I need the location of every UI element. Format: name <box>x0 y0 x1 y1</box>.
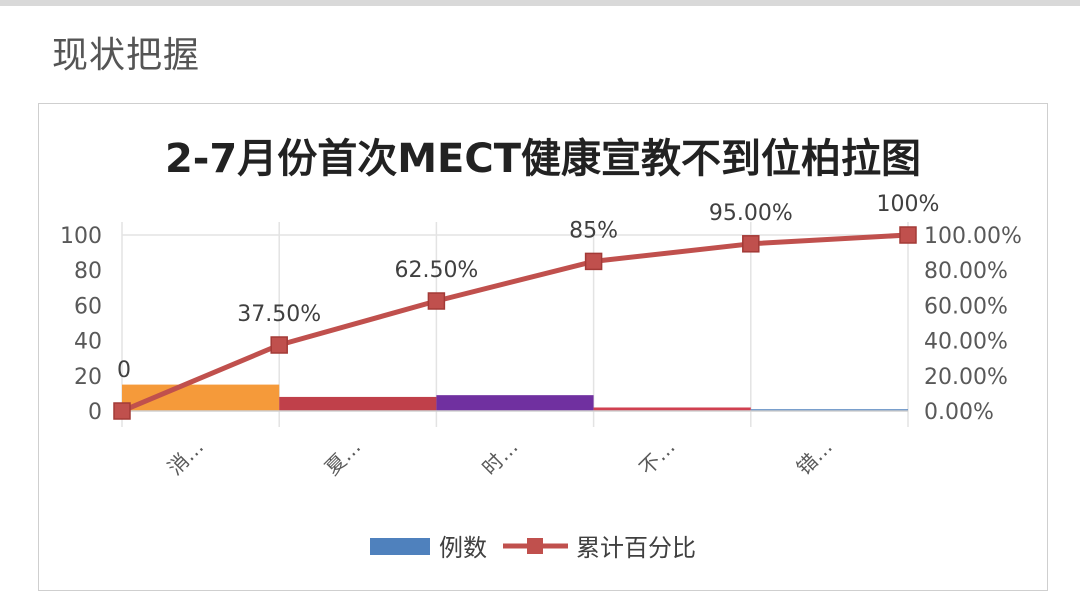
line-data-label: 85% <box>569 218 618 243</box>
top-divider <box>0 0 1080 6</box>
legend-swatch-marker <box>527 538 543 554</box>
line-point-marker <box>742 235 760 253</box>
chart-container <box>38 103 1048 591</box>
legend-label-bar: 例数 <box>439 534 487 562</box>
line-point-marker <box>113 402 131 420</box>
y-right-tick-label: 40.00% <box>924 330 1008 355</box>
bar <box>593 407 751 411</box>
y-left-tick-label: 40 <box>74 330 102 355</box>
x-category-label: 夏… <box>320 435 365 480</box>
y-left-tick-label: 80 <box>74 259 102 284</box>
line-data-label: 37.50% <box>237 302 321 327</box>
line-data-label: 0 <box>117 358 131 383</box>
y-right-tick-label: 60.00% <box>924 294 1008 319</box>
line-data-label: 95.00% <box>709 201 793 226</box>
section-title: 现状把握 <box>52 35 201 76</box>
legend-swatch-bar <box>370 538 430 555</box>
y-right-tick-label: 100.00% <box>924 224 1022 249</box>
x-category-label: 时… <box>477 435 522 480</box>
bar <box>750 409 908 411</box>
line-data-label: 100% <box>877 192 940 217</box>
x-category-label: 错… <box>792 435 837 480</box>
line-point-marker <box>584 252 603 271</box>
bar <box>436 395 594 411</box>
chart-title: 2-7月份首次MECT健康宣教不到位柏拉图 <box>165 136 921 182</box>
line-point-marker <box>427 292 446 310</box>
legend-label-line: 累计百分比 <box>576 534 696 562</box>
line-point-marker <box>270 336 288 354</box>
y-left-tick-label: 100 <box>60 224 102 249</box>
x-category-label: 不… <box>634 435 679 480</box>
y-left-tick-label: 60 <box>74 294 102 319</box>
bar <box>122 384 280 411</box>
x-category-label: 消… <box>163 435 208 480</box>
line-point-marker <box>899 226 917 244</box>
bar <box>279 396 437 411</box>
y-right-tick-label: 20.00% <box>924 365 1008 390</box>
y-right-tick-label: 0.00% <box>924 400 994 425</box>
line-data-label: 62.50% <box>394 258 478 283</box>
y-left-tick-label: 20 <box>74 365 102 390</box>
y-left-tick-label: 0 <box>88 400 102 425</box>
y-right-tick-label: 80.00% <box>924 259 1008 284</box>
cumulative-percent-line <box>121 232 909 414</box>
